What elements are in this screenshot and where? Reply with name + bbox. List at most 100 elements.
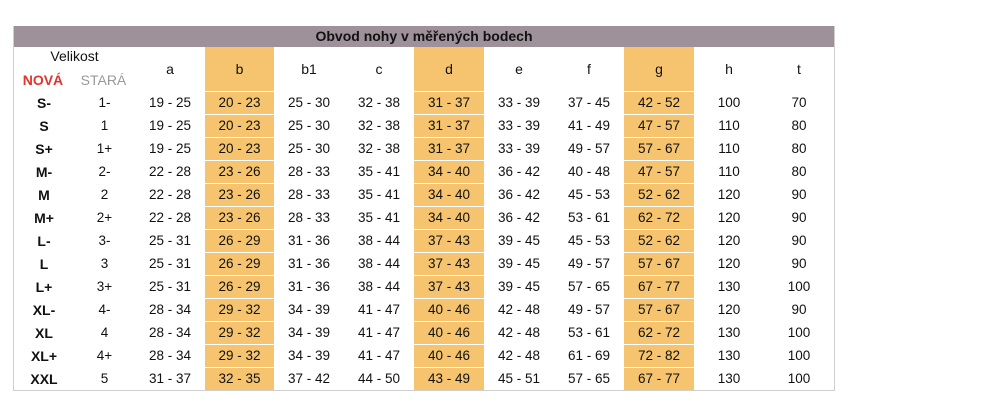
cell-f: 61 - 69 <box>567 348 611 363</box>
header-row: Velikost NOVÁ STARÁ a b b1 c d e f g h t <box>14 47 834 92</box>
cell-g: 57 - 67 <box>624 137 694 161</box>
column-header-f: f <box>587 61 591 78</box>
column-header-c: c <box>375 61 383 78</box>
cell-e: 39 - 45 <box>497 233 541 248</box>
cell-g: 67 - 77 <box>624 275 694 299</box>
cell-h: 120 <box>717 302 741 317</box>
cell-h: 130 <box>717 279 741 294</box>
old-size-cell: 1+ <box>96 141 113 156</box>
cell-d: 43 - 49 <box>414 367 484 390</box>
table-title: Obvod nohy v měřených bodech <box>14 26 834 47</box>
old-size-cell: 1- <box>98 95 111 110</box>
cell-b1: 34 - 39 <box>287 325 331 340</box>
cell-c: 35 - 41 <box>357 210 401 225</box>
cell-d: 31 - 37 <box>414 137 484 161</box>
cell-a: 22 - 28 <box>148 187 192 202</box>
cell-b: 29 - 32 <box>205 344 274 368</box>
cell-b: 20 - 23 <box>205 114 274 138</box>
cell-h: 110 <box>718 164 740 179</box>
cell-c: 35 - 41 <box>357 164 401 179</box>
cell-d: 40 - 46 <box>414 344 484 368</box>
table-row: XL 4 28 - 34 29 - 32 34 - 39 41 - 47 40 - 46 42… <box>14 321 834 345</box>
cell-c: 35 - 41 <box>357 187 401 202</box>
cell-c: 41 - 47 <box>357 325 401 340</box>
cell-h: 120 <box>717 233 741 248</box>
cell-b: 29 - 32 <box>205 298 274 322</box>
new-size-cell: M- <box>35 164 53 180</box>
column-header-h: h <box>725 61 733 78</box>
column-header-a: a <box>166 61 174 78</box>
new-size-cell: L- <box>37 233 51 249</box>
cell-b: 20 - 23 <box>205 91 274 115</box>
cell-b1: 31 - 36 <box>287 233 331 248</box>
cell-b: 23 - 26 <box>205 206 274 230</box>
column-header-d: d <box>414 47 484 92</box>
cell-b1: 25 - 30 <box>287 95 331 110</box>
old-size-cell: 2+ <box>96 210 113 225</box>
cell-e: 36 - 42 <box>497 210 541 225</box>
new-size-cell: S- <box>37 95 51 111</box>
cell-a: 28 - 34 <box>148 302 192 317</box>
cell-b1: 31 - 36 <box>287 256 331 271</box>
old-size-cell: 4 <box>100 325 109 340</box>
column-header-t: t <box>797 61 801 78</box>
cell-f: 45 - 53 <box>567 233 611 248</box>
cell-d: 37 - 43 <box>414 252 484 276</box>
new-size-cell: S+ <box>35 141 53 157</box>
cell-d: 37 - 43 <box>414 275 484 299</box>
size-table: Velikost NOVÁ STARÁ a b b1 c d e f g h t S- 1- 19 -… <box>14 47 834 390</box>
cell-b1: 25 - 30 <box>287 118 331 133</box>
new-size-cell: L <box>39 256 49 272</box>
cell-b1: 34 - 39 <box>287 348 331 363</box>
cell-a: 25 - 31 <box>148 256 192 271</box>
cell-b1: 25 - 30 <box>287 141 331 156</box>
cell-g: 57 - 67 <box>624 298 694 322</box>
new-size-cell: XL <box>35 325 53 341</box>
cell-e: 33 - 39 <box>497 95 541 110</box>
cell-d: 37 - 43 <box>414 229 484 253</box>
new-size-cell: XXL <box>30 370 58 387</box>
cell-t: 90 <box>791 256 807 271</box>
cell-h: 110 <box>718 141 740 156</box>
cell-a: 28 - 34 <box>148 325 192 340</box>
old-size-cell: 2- <box>98 164 111 179</box>
cell-d: 31 - 37 <box>414 91 484 115</box>
cell-c: 32 - 38 <box>357 95 401 110</box>
cell-b: 23 - 26 <box>205 183 274 207</box>
cell-c: 38 - 44 <box>357 256 401 271</box>
size-header: Velikost NOVÁ STARÁ <box>14 47 135 92</box>
cell-f: 53 - 61 <box>567 210 611 225</box>
velikost-label: Velikost <box>50 47 99 64</box>
new-size-cell: M <box>38 187 50 203</box>
old-size-cell: 3+ <box>96 279 113 294</box>
cell-d: 34 - 40 <box>414 183 484 207</box>
table-row: XL- 4- 28 - 34 29 - 32 34 - 39 41 - 47 40 - 46… <box>14 298 834 322</box>
cell-t: 100 <box>787 325 811 340</box>
cell-h: 120 <box>717 187 741 202</box>
cell-a: 31 - 37 <box>148 370 192 386</box>
cell-e: 33 - 39 <box>497 118 541 133</box>
cell-f: 53 - 61 <box>567 325 611 340</box>
table-row: L+ 3+ 25 - 31 26 - 29 31 - 36 38 - 44 37 - 43 3… <box>14 275 834 299</box>
cell-c: 38 - 44 <box>357 279 401 294</box>
cell-b1: 28 - 33 <box>287 164 331 179</box>
cell-t: 100 <box>787 348 811 363</box>
cell-f: 49 - 57 <box>567 256 611 271</box>
size-chart: Obvod nohy v měřených bodech Velikost NO… <box>13 26 835 391</box>
table-row: S- 1- 19 - 25 20 - 23 25 - 30 32 - 38 31 - 37 3… <box>14 91 834 115</box>
new-size-cell: XL- <box>32 302 56 318</box>
cell-g: 57 - 67 <box>624 252 694 276</box>
cell-t: 90 <box>791 187 807 202</box>
column-header-b: b <box>205 47 274 92</box>
cell-h: 100 <box>717 95 741 110</box>
cell-e: 42 - 48 <box>497 302 541 317</box>
cell-f: 57 - 65 <box>567 370 611 386</box>
cell-b1: 28 - 33 <box>287 210 331 225</box>
column-header-b1: b1 <box>301 61 317 78</box>
cell-e: 39 - 45 <box>497 279 541 294</box>
old-size-cell: 1 <box>100 118 109 133</box>
new-size-cell: L+ <box>35 279 53 295</box>
cell-e: 42 - 48 <box>497 348 541 363</box>
cell-t: 80 <box>791 141 807 156</box>
cell-t: 70 <box>791 95 807 110</box>
